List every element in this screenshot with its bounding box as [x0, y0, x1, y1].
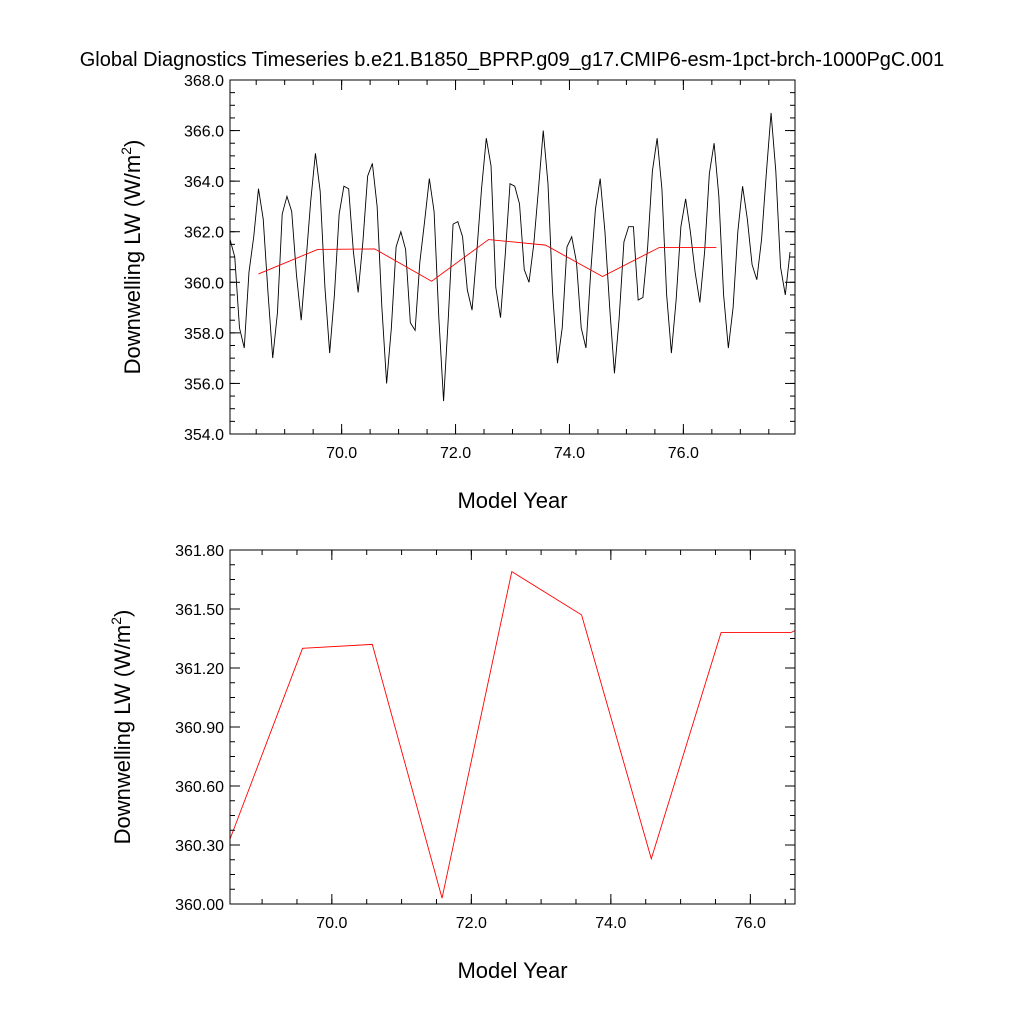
y-tick-label: 360.00	[175, 897, 224, 914]
y-axis-title-tail: )	[110, 610, 135, 617]
y-tick-label: 354.0	[184, 427, 224, 444]
y-tick-label: 360.90	[175, 720, 224, 737]
x-tick-label: 72.0	[440, 445, 471, 462]
y-tick-label: 358.0	[184, 326, 224, 343]
y-axis-title-superscript: 2	[108, 617, 124, 625]
y-tick-label: 366.0	[184, 124, 224, 141]
y-axis-title-main: Downwelling LW (W/m	[120, 155, 145, 375]
y-tick-label: 368.0	[184, 73, 224, 90]
y-tick-label: 362.0	[184, 225, 224, 242]
y-axis-title-superscript: 2	[118, 147, 134, 155]
x-tick-label: 76.0	[668, 445, 699, 462]
series-line-0	[229, 570, 796, 899]
series-line-1	[258, 239, 717, 282]
x-tick-label: 70.0	[326, 445, 357, 462]
x-axis-title: Model Year	[457, 488, 567, 513]
y-tick-label: 361.80	[175, 543, 224, 560]
chart-title: Global Diagnostics Timeseries b.e21.B185…	[80, 49, 945, 71]
plot-frame	[229, 79, 796, 435]
y-tick-label: 361.20	[175, 661, 224, 678]
plot-frame	[229, 549, 796, 905]
y-axis-title-tail: )	[120, 140, 145, 147]
x-tick-label: 74.0	[554, 445, 585, 462]
y-tick-label: 360.0	[184, 275, 224, 292]
bottom-panel: 70.0 72.0 74.0 76.0 360.00 360.30 360.60 360.90…	[108, 543, 796, 983]
y-axis-title: Downwelling LW (W/m2)	[108, 610, 135, 845]
x-axis-title: Model Year	[457, 958, 567, 983]
x-tick-label: 72.0	[456, 915, 487, 932]
top-panel: 70.0 72.0 74.0 76.0 354.0 356.0 358.0 360.0 362.…	[118, 73, 796, 513]
series-line-0	[229, 112, 791, 402]
x-tick-label: 70.0	[316, 915, 347, 932]
y-tick-label: 356.0	[184, 376, 224, 393]
y-axis-title-main: Downwelling LW (W/m	[110, 625, 135, 845]
x-tick-label: 74.0	[595, 915, 626, 932]
y-tick-label: 361.50	[175, 602, 224, 619]
y-tick-label: 360.60	[175, 779, 224, 796]
x-tick-label: 76.0	[735, 915, 766, 932]
y-tick-label: 360.30	[175, 838, 224, 855]
y-axis-title: Downwelling LW (W/m2)	[118, 140, 145, 375]
y-tick-label: 364.0	[184, 174, 224, 191]
